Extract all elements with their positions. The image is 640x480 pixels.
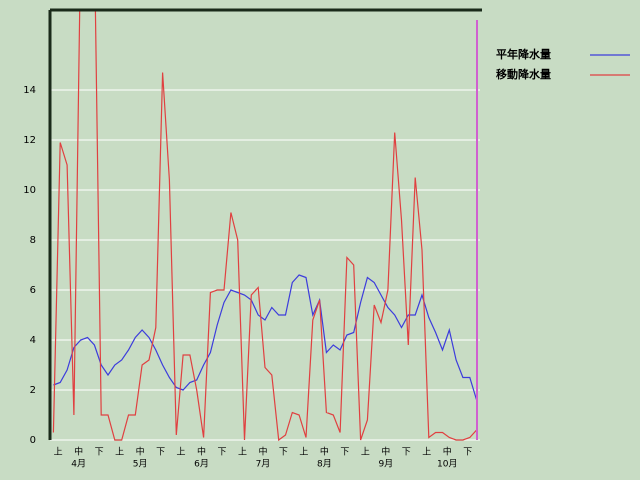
y-tick-label: 14 (23, 85, 36, 96)
x-tick-label: 中 (381, 446, 390, 458)
legend-label: 移動降水量 (496, 67, 551, 81)
series-line (53, 274, 478, 401)
x-tick-label: 上 (177, 447, 186, 458)
x-tick-label: 上 (115, 447, 124, 458)
y-tick-label: 6 (30, 285, 36, 296)
x-tick-label: 中 (443, 446, 452, 458)
x-tick-label: 上 (299, 447, 308, 458)
y-tick-label: 10 (23, 185, 36, 196)
x-tick-label: 上 (54, 447, 63, 458)
x-tick-label: 上 (361, 447, 370, 458)
month-label: 5月 (133, 459, 148, 470)
x-tick-label: 中 (197, 446, 206, 458)
month-label: 8月 (317, 459, 332, 470)
x-tick-label: 下 (156, 448, 165, 458)
y-tick-label: 0 (30, 435, 36, 446)
x-tick-label: 上 (238, 447, 247, 458)
month-label: 9月 (378, 459, 393, 470)
x-tick-label: 中 (320, 446, 329, 458)
month-label: 7月 (256, 459, 271, 470)
series-line (52, 10, 478, 442)
y-tick-label: 8 (30, 235, 36, 246)
x-tick-label: 下 (217, 448, 226, 458)
x-tick-label: 上 (422, 447, 431, 458)
x-tick-label: 下 (279, 448, 288, 458)
y-tick-label: 2 (30, 385, 36, 396)
x-tick-label: 中 (258, 446, 267, 458)
x-tick-label: 下 (463, 448, 472, 458)
legend-label: 平年降水量 (496, 47, 551, 61)
month-label: 4月 (71, 459, 86, 470)
month-label: 6月 (194, 459, 209, 470)
x-tick-label: 中 (136, 446, 145, 458)
y-tick-label: 4 (30, 335, 36, 346)
x-tick-label: 下 (402, 448, 411, 458)
y-tick-label: 12 (23, 135, 36, 146)
x-tick-label: 下 (95, 448, 104, 458)
month-label: 10月 (437, 459, 457, 470)
x-tick-label: 中 (74, 446, 83, 458)
x-tick-label: 下 (340, 448, 349, 458)
